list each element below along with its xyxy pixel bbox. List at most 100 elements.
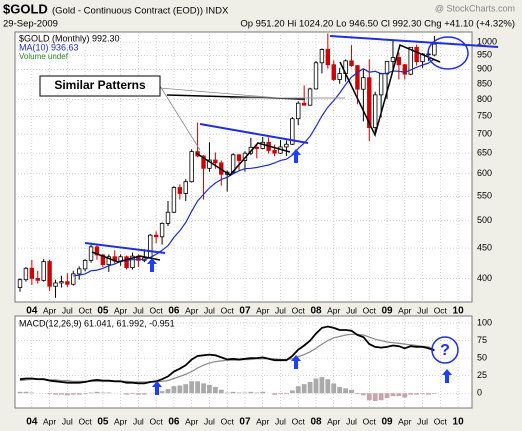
histogram-bar xyxy=(195,381,200,394)
candle-body xyxy=(296,102,301,120)
histogram-bar xyxy=(94,391,100,394)
histogram-bar xyxy=(53,393,58,395)
x-tick-label: Oct xyxy=(363,416,377,426)
x-tick-label: Oct xyxy=(434,305,448,315)
y-tick-label: 0 xyxy=(477,388,482,398)
candle-body xyxy=(272,150,277,154)
y-tick-label: 600 xyxy=(477,168,492,178)
x-tick-label: Apr xyxy=(398,305,411,315)
histogram-bar xyxy=(64,393,70,396)
candle-body xyxy=(106,256,111,265)
histogram-bar xyxy=(183,384,189,394)
candle-body xyxy=(59,281,64,284)
quote: Op 951.20 Hi 1024.20 Lo 946.50 Cl 992.30… xyxy=(240,19,515,30)
candle-body xyxy=(17,279,23,288)
histogram-bar xyxy=(355,393,360,394)
question-circle xyxy=(431,336,459,364)
candle-body xyxy=(390,57,396,62)
histogram-bar xyxy=(349,389,354,394)
y-tick-label: 700 xyxy=(477,128,492,138)
histogram-bar xyxy=(17,391,23,394)
candle-body xyxy=(124,256,129,269)
histogram-bar xyxy=(201,383,206,394)
candle-body xyxy=(337,73,342,80)
x-tick-label: Apr xyxy=(114,416,127,426)
title: (Gold - Continuous Contract (EOD)) INDX xyxy=(52,6,229,17)
candle-body xyxy=(325,49,331,66)
histogram-bar xyxy=(212,386,218,394)
candle-body xyxy=(88,246,94,261)
histogram-bar xyxy=(23,391,29,394)
histogram-bar xyxy=(70,393,76,395)
arrow xyxy=(442,369,452,383)
histogram-bar xyxy=(378,393,384,401)
x-tick-label: Oct xyxy=(221,416,235,426)
candle-body xyxy=(372,94,378,128)
x-tick-label: Oct xyxy=(79,416,93,426)
candle-body xyxy=(384,60,390,75)
trend-line xyxy=(84,242,166,254)
y-tick-label: 400 xyxy=(477,273,492,283)
histogram-bar xyxy=(331,383,337,394)
histogram-bar xyxy=(402,393,408,398)
histogram-bar xyxy=(307,382,313,394)
x-tick-label: 08 xyxy=(310,417,322,428)
arrow xyxy=(147,258,157,272)
y-tick-label: 1000 xyxy=(477,36,497,46)
histogram-bar xyxy=(372,393,378,401)
x-tick-label: Oct xyxy=(221,305,235,315)
histogram-bar xyxy=(325,379,331,394)
histogram-bar xyxy=(360,393,366,396)
histogram-bar xyxy=(301,384,307,394)
legend-entry: MACD(12,26,9) 61.041, 61.992, -0.951 xyxy=(19,318,175,328)
histogram-bar xyxy=(100,392,106,394)
y-tick-label: 900 xyxy=(477,64,492,74)
candle-body xyxy=(402,64,407,75)
trend-line xyxy=(199,123,309,144)
x-tick-label: Apr xyxy=(327,305,340,315)
y-tick-label: 50 xyxy=(477,353,487,363)
histogram-bar xyxy=(189,381,195,394)
y-tick-label: 25 xyxy=(477,370,487,380)
x-tick-label: Oct xyxy=(434,416,448,426)
candle-body xyxy=(94,246,100,256)
candle-body xyxy=(290,118,295,145)
histogram-bar xyxy=(396,393,402,397)
candle-body xyxy=(71,273,76,285)
x-tick-label: Apr xyxy=(185,305,198,315)
x-tick-label: 04 xyxy=(26,417,38,428)
histogram-bar xyxy=(343,388,348,394)
y-tick-label: 500 xyxy=(477,215,492,225)
candle-body xyxy=(254,146,259,149)
x-tick-label: 10 xyxy=(453,306,465,317)
candle-body xyxy=(349,60,354,66)
candle-body xyxy=(355,65,360,90)
candle-body xyxy=(41,261,46,281)
x-tick-label: 09 xyxy=(381,417,393,428)
x-tick-label: Oct xyxy=(150,305,164,315)
histogram-bar xyxy=(171,386,177,394)
x-tick-label: Jul xyxy=(275,305,286,315)
candle-body xyxy=(213,159,218,164)
candle-body xyxy=(313,62,319,90)
histogram-bar xyxy=(366,393,372,401)
pattern-label-box xyxy=(39,75,161,97)
candle-body xyxy=(153,234,159,238)
x-tick-label: Apr xyxy=(43,305,56,315)
x-tick-label: Oct xyxy=(79,305,93,315)
candle-body xyxy=(207,159,212,169)
candle-body xyxy=(189,151,194,183)
candle-body xyxy=(396,57,402,66)
x-tick-label: Apr xyxy=(256,305,269,315)
x-tick-label: Jul xyxy=(62,416,73,426)
candle-body xyxy=(432,43,437,56)
candle-body xyxy=(65,281,70,285)
pattern-label: Similar Patterns xyxy=(54,78,146,92)
histogram-bar xyxy=(88,392,94,394)
candle-body xyxy=(29,267,35,279)
line xyxy=(19,325,435,385)
candle-body xyxy=(23,267,29,281)
arrow xyxy=(291,355,301,369)
x-tick-label: 04 xyxy=(26,306,38,317)
histogram-bar xyxy=(124,393,129,395)
